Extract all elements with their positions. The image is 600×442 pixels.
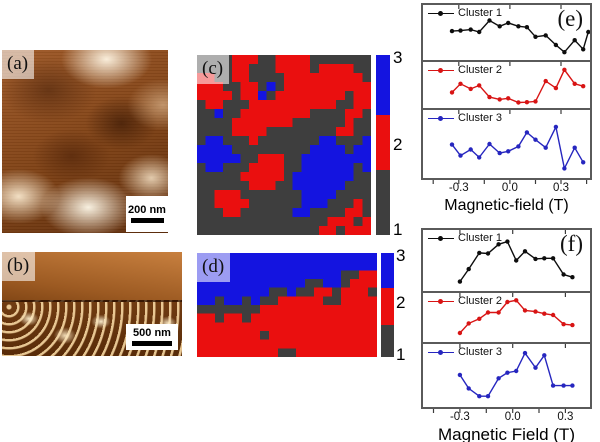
colorbar-c-tick-3: 3 — [393, 48, 403, 67]
colorbar-c — [376, 55, 390, 235]
legend-line-marker-icon — [428, 298, 454, 304]
line-plot-f-cluster1 — [457, 230, 575, 284]
legend-label: Cluster 2 — [458, 64, 503, 76]
legend-f-cluster1: Cluster 1 — [428, 233, 502, 244]
colorbar-d-tick-3: 3 — [396, 246, 406, 265]
subplot-e-cluster3: Cluster 3 — [423, 108, 590, 178]
legend-e-cluster1: Cluster 1 — [428, 8, 502, 19]
tick-label: -0.3 — [448, 182, 469, 194]
legend-line-marker-icon — [428, 67, 454, 73]
legend-f-cluster2: Cluster 2 — [428, 296, 502, 307]
panel-label-b: (b) — [2, 252, 36, 281]
cluster-map-c-pixels — [197, 55, 371, 235]
legend-label: Cluster 1 — [458, 232, 503, 244]
chart-f-frame: Cluster 1 (f) Cluster 2 Cluster 3 — [421, 228, 592, 409]
scalebar-a: 200 nm — [126, 196, 168, 232]
tick-label: 0.0 — [501, 182, 518, 194]
colorbar-d — [381, 253, 394, 357]
cluster-map-c: (c) — [197, 55, 371, 235]
cluster-map-d: (d) — [197, 253, 377, 357]
scalebar-b-bar — [132, 341, 172, 346]
colorbar-c-tick-1: 1 — [393, 220, 403, 239]
panel-label-e: (e) — [557, 6, 583, 31]
chart-e-frame: Cluster 1 (e) Cluster 2 Cluster 3 — [421, 3, 592, 180]
colorbar-d-tick-2: 2 — [396, 293, 406, 312]
legend-e-cluster3: Cluster 3 — [428, 113, 502, 124]
subplot-f-cluster1: Cluster 1 (f) — [423, 230, 590, 291]
tick-label: 0.3 — [557, 411, 574, 423]
colorbar-c-segment-3 — [376, 55, 390, 115]
afm-image-b: (b) 500 nm — [2, 252, 182, 356]
line-plot-f-cluster2 — [457, 293, 575, 336]
subplot-e-cluster2: Cluster 2 — [423, 60, 590, 108]
legend-line-marker-icon — [428, 235, 454, 241]
legend-label: Cluster 1 — [458, 7, 503, 19]
chart-panel-f: Cluster 1 (f) Cluster 2 Cluster 3 — [421, 228, 592, 442]
line-plot-f-cluster3 — [457, 344, 575, 399]
chart-panel-e: Cluster 1 (e) Cluster 2 Cluster 3 — [421, 3, 592, 214]
legend-f-cluster3: Cluster 3 — [428, 347, 502, 358]
x-axis-ticks-f — [432, 409, 566, 413]
x-axis-title-f: Magnetic Field (T) — [438, 425, 575, 442]
panel-label-d: (d) — [197, 253, 231, 282]
legend-line-marker-icon — [428, 115, 454, 121]
colorbar-c-tick-2: 2 — [393, 135, 403, 154]
colorbar-d-segment-2 — [381, 288, 394, 325]
tick-label: 0.0 — [504, 411, 521, 423]
colorbar-d-segment-1 — [381, 325, 394, 357]
colorbar-d-segment-3 — [381, 253, 394, 288]
legend-line-marker-icon — [428, 10, 454, 16]
subplot-f-cluster2: Cluster 2 — [423, 291, 590, 342]
x-axis-tick-labels-f: -0.3 0.0 0.3 — [423, 411, 590, 425]
line-plot-e-cluster1 — [449, 5, 590, 55]
legend-label: Cluster 3 — [458, 346, 503, 358]
panel-label-c: (c) — [197, 55, 230, 84]
afm-image-a: (a) 200 nm — [2, 50, 168, 233]
legend-line-marker-icon — [428, 349, 454, 355]
scalebar-b-text: 500 nm — [133, 327, 171, 339]
scalebar-b: 500 nm — [126, 324, 178, 350]
legend-label: Cluster 3 — [458, 112, 503, 124]
tick-label: -0.3 — [449, 411, 470, 423]
subplot-e-cluster1: Cluster 1 (e) — [423, 5, 590, 60]
panel-label-f: (f) — [560, 231, 583, 256]
x-axis-tick-labels-e: -0.3 0.0 0.3 — [423, 182, 590, 196]
line-plot-e-cluster3 — [449, 110, 586, 171]
subplot-f-cluster3: Cluster 3 — [423, 342, 590, 407]
x-axis-ticks-e — [432, 180, 588, 184]
scalebar-a-text: 200 nm — [128, 204, 166, 216]
x-axis-title-e: Magnetic-field (T) — [444, 197, 569, 214]
panel-label-a: (a) — [2, 50, 35, 79]
legend-e-cluster2: Cluster 2 — [428, 65, 502, 76]
legend-label: Cluster 2 — [458, 295, 503, 307]
tick-label: 0.3 — [553, 182, 569, 194]
colorbar-c-segment-2 — [376, 115, 390, 170]
scalebar-a-bar — [130, 218, 164, 223]
colorbar-d-tick-1: 1 — [396, 345, 406, 364]
colorbar-c-segment-1 — [376, 170, 390, 235]
line-plot-e-cluster2 — [449, 62, 586, 105]
